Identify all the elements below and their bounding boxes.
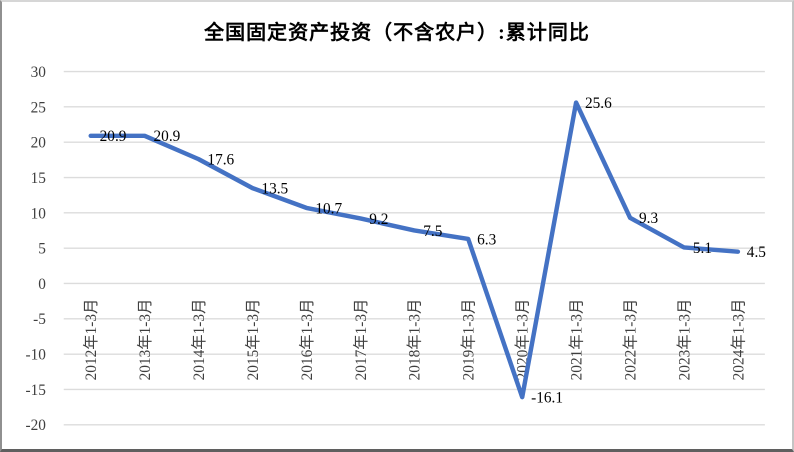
data-label: 20.9 [100, 128, 127, 145]
y-axis-tick-label: 0 [38, 276, 46, 293]
x-axis-tick-label: 2019年1-3月 [461, 299, 478, 381]
data-label: 6.3 [477, 231, 496, 248]
data-label: 25.6 [585, 95, 612, 112]
y-axis-tick-label: 25 [31, 99, 47, 116]
x-axis-tick-label: 2023年1-3月 [676, 299, 693, 381]
x-axis-tick-label: 2016年1-3月 [299, 299, 316, 381]
data-label: 20.9 [154, 128, 181, 145]
x-axis-tick-label: 2021年1-3月 [569, 299, 586, 381]
data-label: 7.5 [423, 223, 442, 240]
data-label: 5.1 [693, 240, 712, 257]
data-line [88, 100, 741, 400]
y-axis-tick-label: 15 [31, 170, 47, 187]
data-label: 13.5 [261, 181, 288, 198]
x-axis-tick-label: 2017年1-3月 [353, 299, 370, 381]
y-axis-tick-label: -15 [26, 382, 47, 399]
data-label: -16.1 [531, 390, 563, 407]
y-axis-tick-label: 20 [31, 135, 47, 152]
data-label: 9.2 [369, 211, 388, 228]
y-axis-tick-label: -20 [26, 417, 47, 434]
x-axis-tick-label: 2015年1-3月 [245, 299, 262, 381]
x-axis-tick-label: 2014年1-3月 [191, 299, 208, 381]
y-axis-tick-label: -5 [33, 311, 46, 328]
y-axis-tick-label: 5 [38, 241, 46, 258]
x-axis-tick-label: 2022年1-3月 [623, 299, 640, 381]
x-axis-tick-label: 2013年1-3月 [137, 299, 154, 381]
data-label: 10.7 [315, 200, 342, 217]
y-axis-tick-label: 30 [31, 64, 47, 81]
data-label: 4.5 [747, 244, 766, 261]
y-axis-tick-label: -10 [26, 347, 47, 364]
x-axis-tick-label: 2024年1-3月 [730, 299, 747, 381]
data-label: 17.6 [207, 152, 234, 169]
x-axis-tick-label: 2012年1-3月 [83, 299, 100, 381]
data-label: 9.3 [639, 210, 658, 227]
y-axis-tick-label: 10 [31, 205, 47, 222]
x-axis-tick-label: 2018年1-3月 [407, 299, 424, 381]
